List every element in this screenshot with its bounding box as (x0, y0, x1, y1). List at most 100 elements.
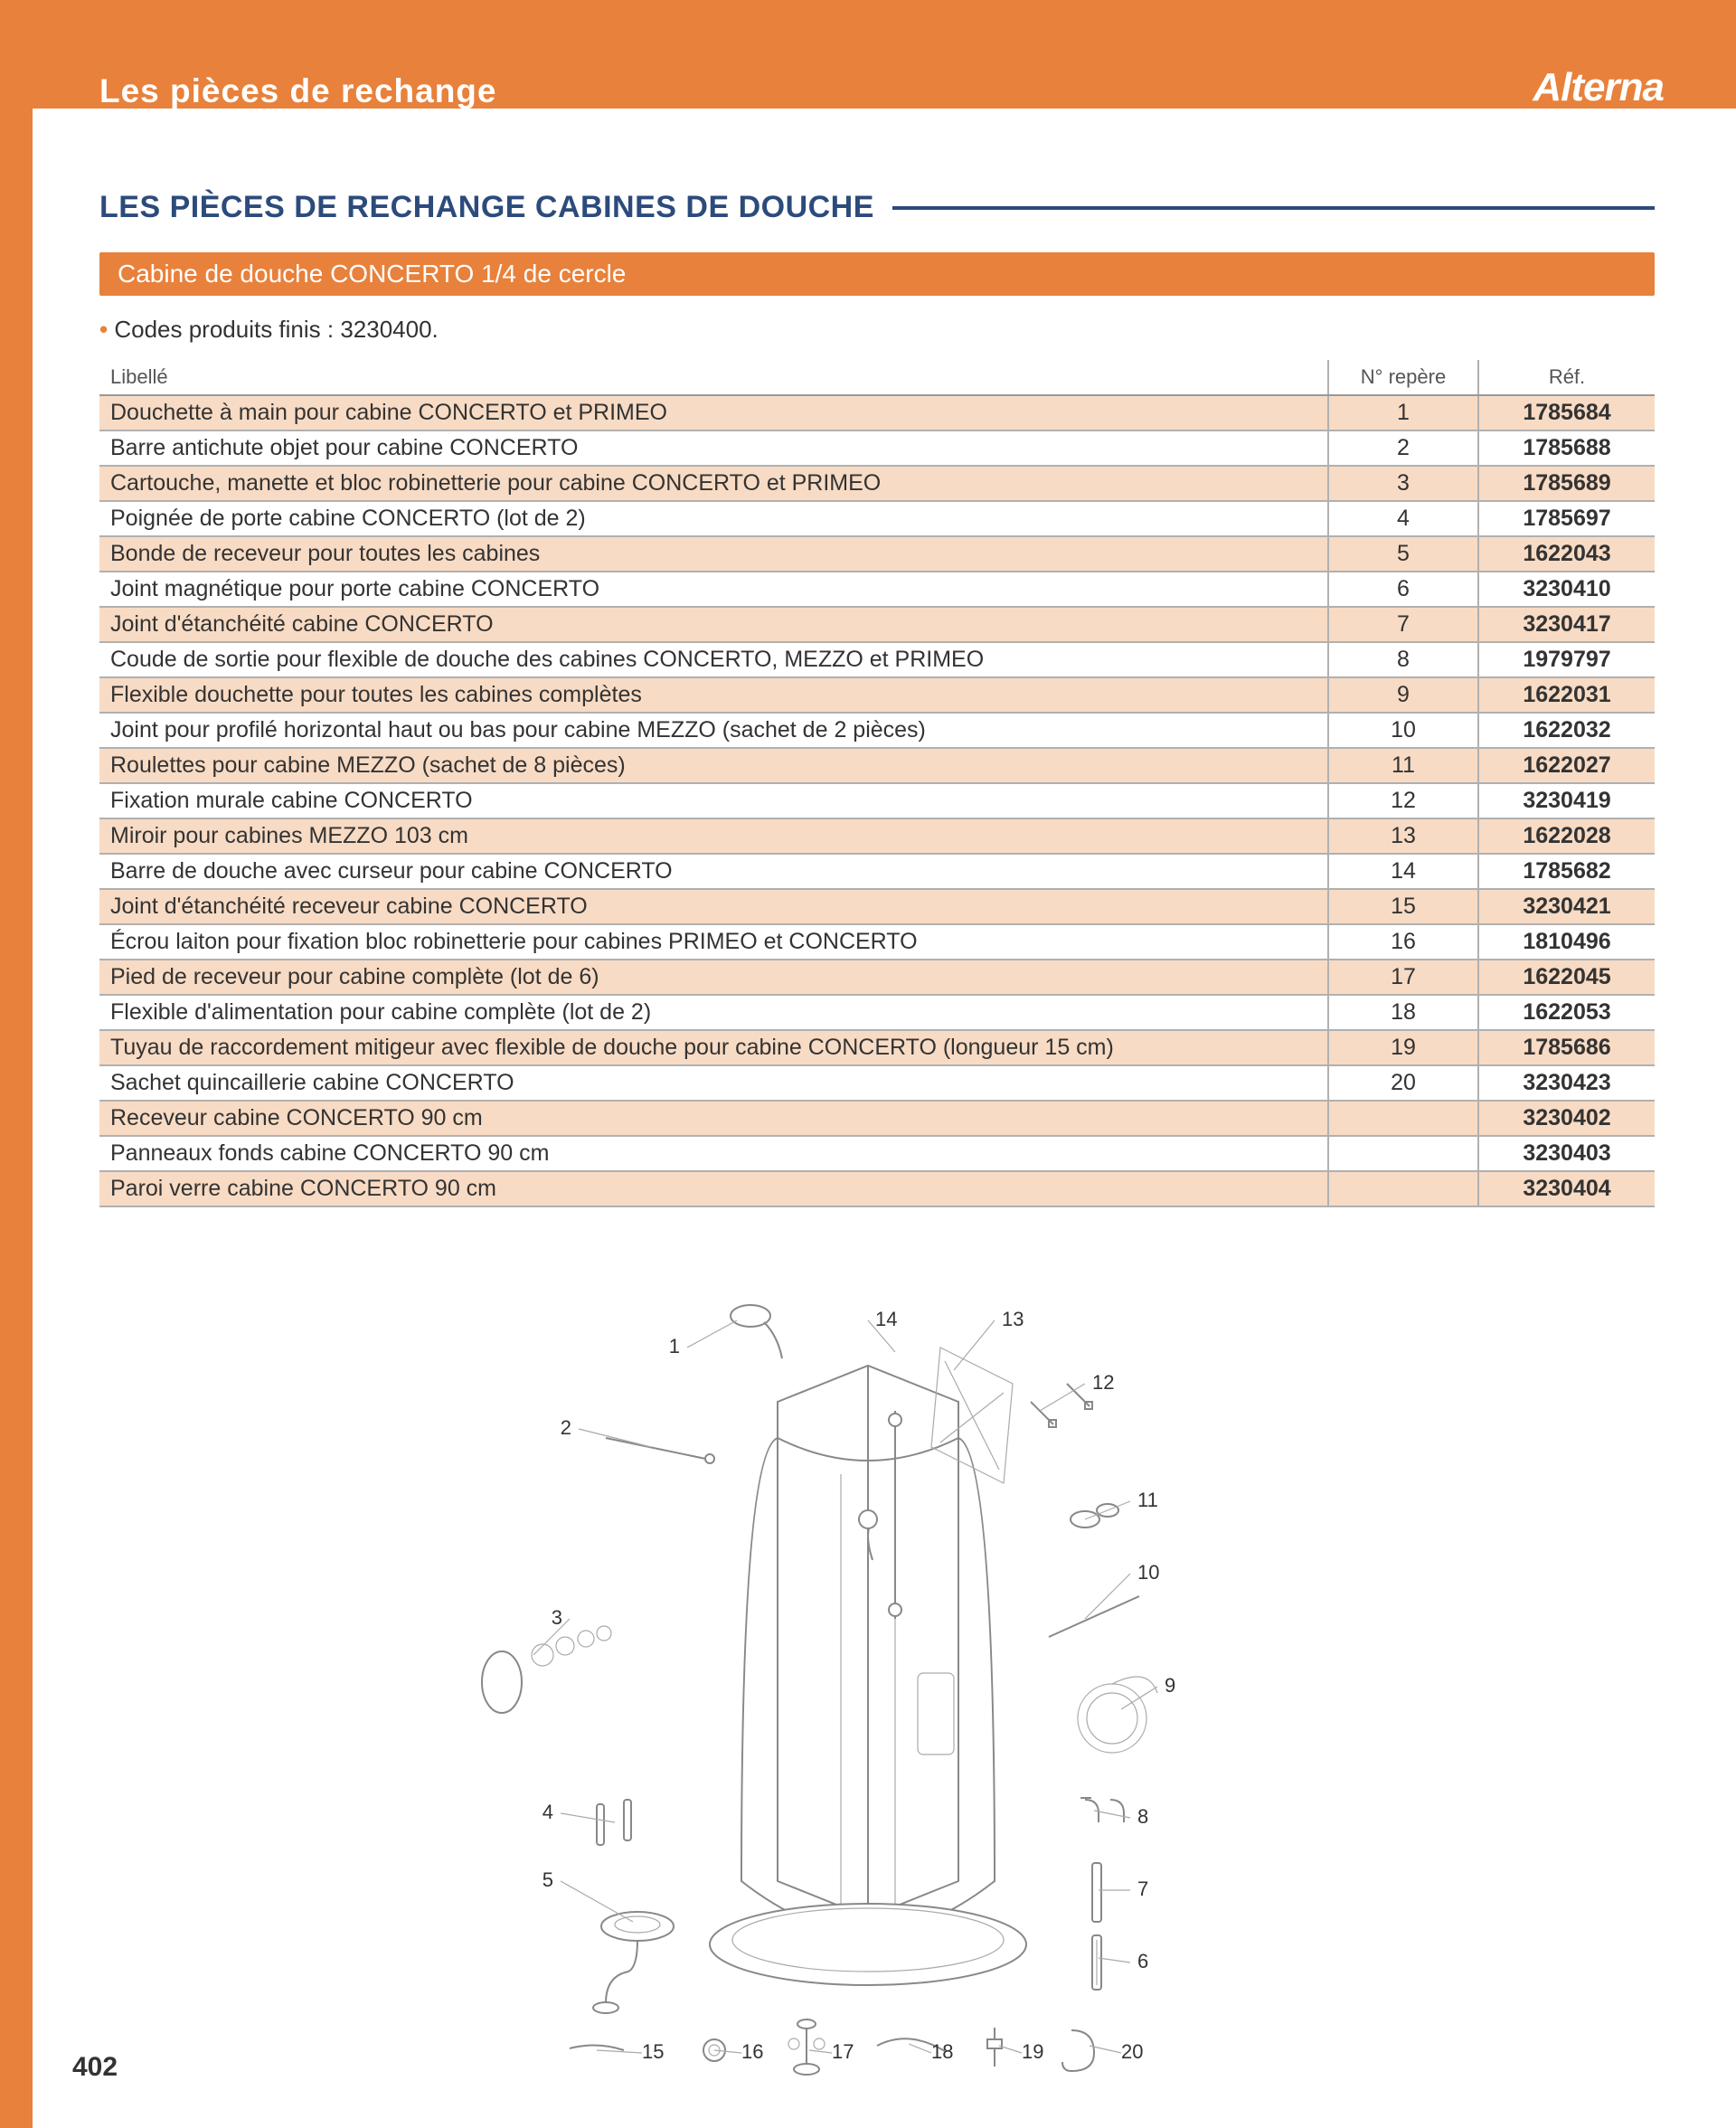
callout-number: 6 (1137, 1950, 1148, 1972)
table-row: Joint magnétique pour porte cabine CONCE… (99, 572, 1655, 607)
table-row: Sachet quincaillerie cabine CONCERTO2032… (99, 1065, 1655, 1101)
cell-label: Tuyau de raccordement mitigeur avec flex… (99, 1030, 1328, 1065)
callout-number: 16 (741, 2040, 763, 2063)
callout-number: 19 (1022, 2040, 1043, 2063)
cell-label: Cartouche, manette et bloc robinetterie … (99, 466, 1328, 501)
table-row: Miroir pour cabines MEZZO 103 cm13162202… (99, 818, 1655, 854)
table-row: Barre antichute objet pour cabine CONCER… (99, 430, 1655, 466)
cell-num: 1 (1328, 395, 1478, 430)
cell-label: Paroi verre cabine CONCERTO 90 cm (99, 1171, 1328, 1206)
exploded-diagram: .ln { stroke:#888; stroke-width:2; fill:… (416, 1293, 1320, 2089)
cell-label: Receveur cabine CONCERTO 90 cm (99, 1101, 1328, 1136)
cell-label: Roulettes pour cabine MEZZO (sachet de 8… (99, 748, 1328, 783)
cell-num (1328, 1136, 1478, 1171)
cell-label: Joint magnétique pour porte cabine CONCE… (99, 572, 1328, 607)
cell-label: Flexible douchette pour toutes les cabin… (99, 677, 1328, 713)
parts-table: Libellé N° repère Réf. Douchette à main … (99, 360, 1655, 1207)
callout-number: 4 (542, 1801, 553, 1823)
cell-num: 4 (1328, 501, 1478, 536)
cell-label: Écrou laiton pour fixation bloc robinett… (99, 924, 1328, 960)
product-codes-line: Codes produits finis : 3230400. (99, 316, 1655, 344)
table-header-row: Libellé N° repère Réf. (99, 360, 1655, 395)
table-row: Receveur cabine CONCERTO 90 cm 3230402 (99, 1101, 1655, 1136)
cell-num: 5 (1328, 536, 1478, 572)
cell-label: Fixation murale cabine CONCERTO (99, 783, 1328, 818)
cell-ref: 1785689 (1478, 466, 1655, 501)
cell-ref: 3230421 (1478, 889, 1655, 924)
cell-ref: 3230402 (1478, 1101, 1655, 1136)
cell-ref: 3230423 (1478, 1065, 1655, 1101)
table-row: Joint d'étanchéité cabine CONCERTO732304… (99, 607, 1655, 642)
cell-ref: 1785686 (1478, 1030, 1655, 1065)
cell-label: Joint d'étanchéité cabine CONCERTO (99, 607, 1328, 642)
cell-ref: 3230403 (1478, 1136, 1655, 1171)
cell-ref: 3230417 (1478, 607, 1655, 642)
cell-ref: 1785684 (1478, 395, 1655, 430)
cell-label: Joint d'étanchéité receveur cabine CONCE… (99, 889, 1328, 924)
cell-num: 15 (1328, 889, 1478, 924)
callout-number: 7 (1137, 1877, 1148, 1900)
table-row: Fixation murale cabine CONCERTO123230419 (99, 783, 1655, 818)
cell-ref: 1622032 (1478, 713, 1655, 748)
callout-number: 8 (1137, 1805, 1148, 1828)
section-title-row: LES PIÈCES DE RECHANGE CABINES DE DOUCHE (99, 190, 1655, 225)
cell-ref: 1622031 (1478, 677, 1655, 713)
callout-number: 14 (875, 1308, 897, 1330)
cell-num: 7 (1328, 607, 1478, 642)
cell-label: Flexible d'alimentation pour cabine comp… (99, 995, 1328, 1030)
cell-num (1328, 1171, 1478, 1206)
part-5-icon (593, 1912, 674, 2013)
table-row: Poignée de porte cabine CONCERTO (lot de… (99, 501, 1655, 536)
cell-ref: 1785682 (1478, 854, 1655, 889)
cell-label: Sachet quincaillerie cabine CONCERTO (99, 1065, 1328, 1101)
cell-ref: 1810496 (1478, 924, 1655, 960)
cell-ref: 1622043 (1478, 536, 1655, 572)
callout-number: 15 (642, 2040, 664, 2063)
cell-ref: 3230410 (1478, 572, 1655, 607)
callout-number: 5 (542, 1868, 553, 1891)
cell-label: Douchette à main pour cabine CONCERTO et… (99, 395, 1328, 430)
callout-number: 18 (931, 2040, 953, 2063)
cell-num: 3 (1328, 466, 1478, 501)
table-row: Flexible douchette pour toutes les cabin… (99, 677, 1655, 713)
cell-ref: 1979797 (1478, 642, 1655, 677)
part-6-icon (1092, 1935, 1101, 1990)
part-17-icon (788, 2019, 825, 2075)
callout-number: 11 (1137, 1489, 1158, 1511)
cell-num: 9 (1328, 677, 1478, 713)
cell-label: Panneaux fonds cabine CONCERTO 90 cm (99, 1136, 1328, 1171)
cell-num: 6 (1328, 572, 1478, 607)
diagram-svg: .ln { stroke:#888; stroke-width:2; fill:… (416, 1293, 1320, 2089)
col-num: N° repère (1328, 360, 1478, 395)
cell-label: Joint pour profilé horizontal haut ou ba… (99, 713, 1328, 748)
cell-label: Barre de douche avec curseur pour cabine… (99, 854, 1328, 889)
table-row: Coude de sortie pour flexible de douche … (99, 642, 1655, 677)
cell-label: Pied de receveur pour cabine complète (l… (99, 960, 1328, 995)
cell-num: 14 (1328, 854, 1478, 889)
table-row: Douchette à main pour cabine CONCERTO et… (99, 395, 1655, 430)
cell-num: 13 (1328, 818, 1478, 854)
part-9-icon (1078, 1677, 1157, 1753)
callout-number: 1 (669, 1335, 680, 1357)
cell-ref: 3230419 (1478, 783, 1655, 818)
part-10-icon (1049, 1596, 1139, 1637)
section-title: LES PIÈCES DE RECHANGE CABINES DE DOUCHE (99, 190, 874, 225)
part-7-icon (1092, 1863, 1101, 1922)
cell-ref: 1785688 (1478, 430, 1655, 466)
cell-num: 16 (1328, 924, 1478, 960)
callout-number: 10 (1137, 1561, 1159, 1584)
cabin-body-icon (710, 1348, 1026, 1985)
subsection-band: Cabine de douche CONCERTO 1/4 de cercle (99, 252, 1655, 296)
cell-ref: 1622028 (1478, 818, 1655, 854)
table-row: Écrou laiton pour fixation bloc robinett… (99, 924, 1655, 960)
table-row: Flexible d'alimentation pour cabine comp… (99, 995, 1655, 1030)
cell-num: 11 (1328, 748, 1478, 783)
callout-number: 12 (1092, 1371, 1114, 1394)
table-row: Roulettes pour cabine MEZZO (sachet de 8… (99, 748, 1655, 783)
callout-number: 2 (561, 1416, 571, 1439)
cell-ref: 1622053 (1478, 995, 1655, 1030)
part-12-icon (1031, 1384, 1092, 1427)
cell-ref: 3230404 (1478, 1171, 1655, 1206)
table-row: Pied de receveur pour cabine complète (l… (99, 960, 1655, 995)
cell-label: Coude de sortie pour flexible de douche … (99, 642, 1328, 677)
